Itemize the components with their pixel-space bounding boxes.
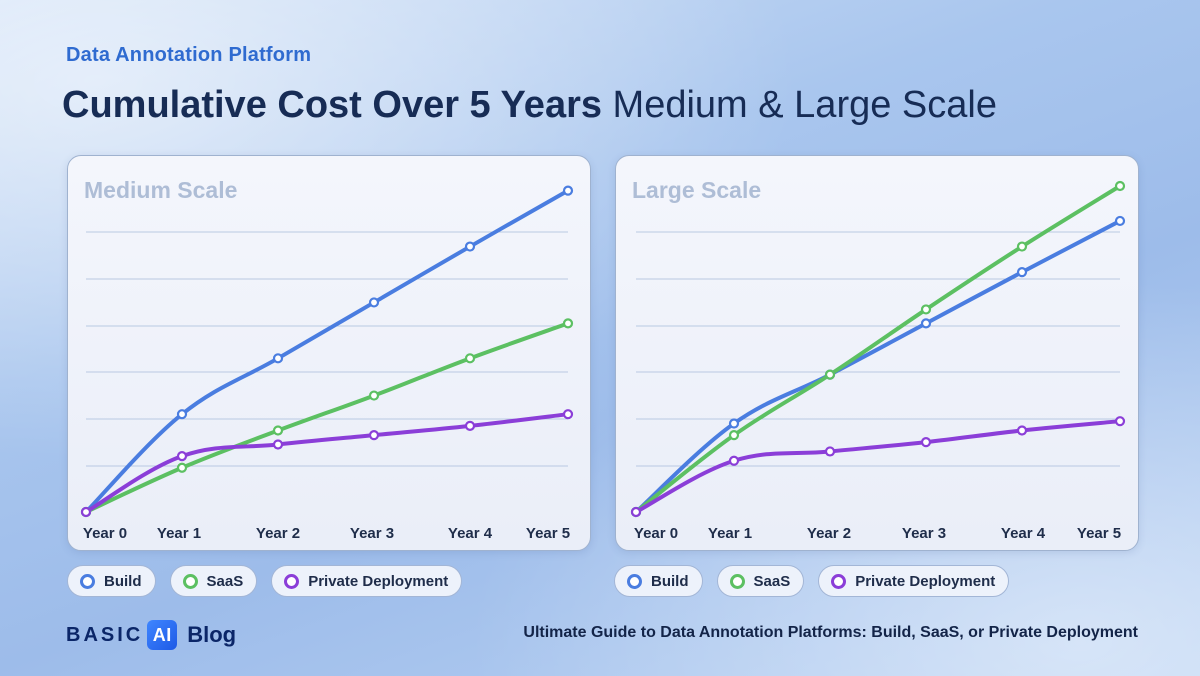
- legend-item-saas[interactable]: SaaS: [169, 565, 258, 597]
- data-point-saas: [464, 353, 476, 364]
- data-point-saas: [920, 304, 932, 315]
- data-point-private: [630, 506, 642, 518]
- x-tick-label: Year 0: [634, 525, 678, 542]
- legend-large: Build SaaS Private Deployment: [614, 565, 1010, 597]
- data-point-private: [176, 451, 188, 462]
- x-tick-label: Year 2: [256, 525, 300, 542]
- data-point-build: [368, 297, 380, 308]
- data-point-build: [728, 418, 740, 429]
- data-point-build: [272, 353, 284, 364]
- legend-item-build[interactable]: Build: [67, 565, 156, 597]
- legend-item-private[interactable]: Private Deployment: [271, 565, 463, 597]
- data-point-saas: [562, 318, 574, 329]
- legend-marker-saas: [729, 573, 745, 589]
- legend-marker-build: [80, 573, 95, 589]
- series-line-build: [84, 188, 570, 514]
- data-point-private: [562, 409, 574, 420]
- data-point-build: [1114, 215, 1126, 227]
- logo-blog-label: Blog: [187, 622, 237, 647]
- series-line-private: [84, 412, 570, 514]
- chart-panel-medium: Medium Scale Year 0 Year 1 Year 2 Year 3 Year…: [67, 155, 591, 551]
- x-tick-label: Year 2: [807, 525, 851, 542]
- data-point-saas: [1016, 241, 1028, 252]
- data-point-saas: [368, 390, 380, 401]
- page-title-main: Cumulative Cost Over 5 Years: [62, 84, 602, 126]
- legend-item-build[interactable]: Build: [614, 565, 703, 597]
- legend-item-saas[interactable]: SaaS: [716, 565, 805, 597]
- page-title-sub: Medium & Large Scale: [602, 84, 997, 126]
- data-point-private: [1114, 416, 1126, 427]
- legend-medium: Build SaaS Private Deployment: [67, 565, 463, 597]
- chart-panel-large: Large Scale Year 0 Year 1 Year 2 Year 3 Year …: [615, 155, 1139, 551]
- legend-marker-private: [831, 573, 847, 589]
- x-tick-label: Year 4: [448, 525, 493, 542]
- logo-wordmark: BASIC: [66, 623, 144, 646]
- data-point-private: [1016, 425, 1028, 436]
- series-line-saas: [84, 321, 570, 514]
- legend-label-build: Build: [651, 572, 689, 590]
- data-point-saas: [824, 369, 836, 380]
- series-line-build: [634, 218, 1122, 514]
- x-tick-label: Year 1: [157, 525, 201, 542]
- chart-medium-svg: Medium Scale Year 0 Year 1 Year 2 Year 3 Year…: [80, 177, 574, 542]
- data-point-saas: [1114, 180, 1126, 192]
- x-tick-label: Year 1: [708, 525, 752, 542]
- logo-ai-badge: AI: [147, 620, 178, 650]
- legend-marker-private: [284, 573, 300, 589]
- x-tick-label: Year 3: [350, 525, 394, 542]
- data-point-build: [1016, 267, 1028, 278]
- data-point-private: [464, 420, 476, 431]
- legend-marker-build: [627, 573, 642, 589]
- data-point-private: [728, 455, 740, 466]
- x-tick-label: Year 4: [1001, 525, 1046, 542]
- data-point-saas: [176, 462, 188, 473]
- data-point-saas: [728, 430, 740, 441]
- data-point-private: [824, 446, 836, 457]
- chart-large-svg: Large Scale Year 0 Year 1 Year 2 Year 3 Year …: [630, 177, 1126, 542]
- legend-label-private: Private Deployment: [855, 572, 996, 590]
- basicai-logo[interactable]: BASIC AI Blog: [66, 620, 236, 650]
- legend-label-private: Private Deployment: [308, 572, 449, 590]
- brand-title: Data Annotation Platform: [66, 44, 312, 66]
- legend-label-saas: SaaS: [206, 572, 244, 590]
- data-point-build: [464, 241, 476, 252]
- page-title: Cumulative Cost Over 5 Years Medium & La…: [62, 84, 997, 127]
- data-point-build: [920, 318, 932, 329]
- series-line-saas: [634, 184, 1122, 514]
- x-tick-label: Year 5: [1077, 525, 1121, 542]
- legend-label-build: Build: [104, 572, 142, 590]
- legend-label-saas: SaaS: [753, 572, 791, 590]
- data-point-build: [562, 185, 574, 196]
- x-tick-label: Year 5: [526, 525, 570, 542]
- data-point-private: [272, 439, 284, 450]
- legend-marker-saas: [182, 573, 198, 589]
- data-point-build: [176, 409, 188, 420]
- series-line-private: [634, 419, 1122, 514]
- chart-title: Large Scale: [632, 177, 761, 203]
- x-tick-label: Year 0: [83, 525, 127, 542]
- chart-title: Medium Scale: [84, 177, 237, 203]
- data-point-private: [80, 506, 92, 518]
- x-tick-label: Year 3: [902, 525, 946, 542]
- data-point-private: [368, 430, 380, 441]
- article-title: Ultimate Guide to Data Annotation Platfo…: [523, 624, 1138, 641]
- data-point-saas: [272, 425, 284, 436]
- data-point-private: [920, 437, 932, 448]
- legend-item-private[interactable]: Private Deployment: [818, 565, 1010, 597]
